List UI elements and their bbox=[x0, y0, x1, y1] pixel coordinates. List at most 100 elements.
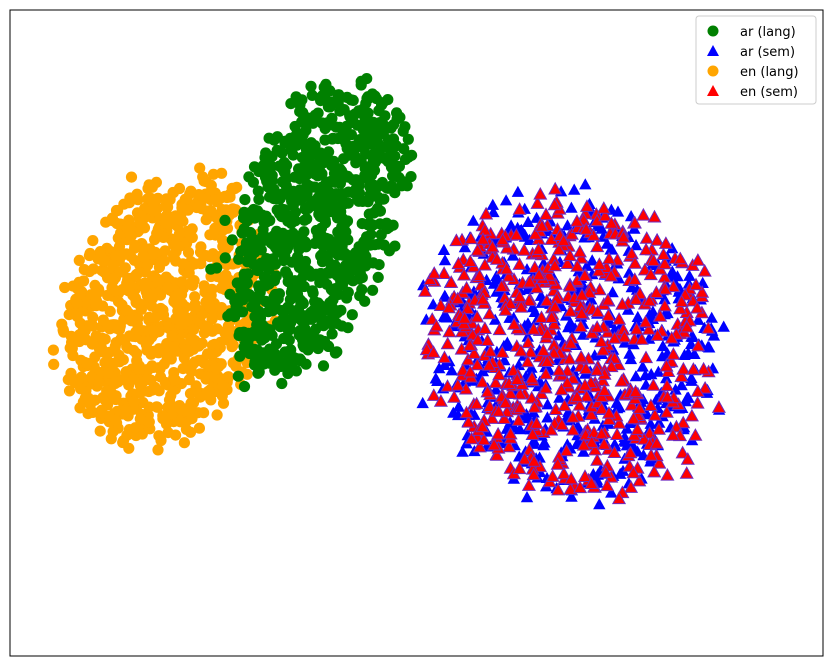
data-point bbox=[601, 412, 617, 425]
data-point bbox=[169, 344, 181, 356]
data-point bbox=[302, 344, 314, 356]
data-point bbox=[656, 350, 669, 362]
data-point bbox=[528, 305, 542, 317]
data-point bbox=[573, 319, 588, 333]
data-point bbox=[161, 353, 173, 365]
data-point bbox=[620, 422, 633, 434]
data-point bbox=[623, 445, 638, 459]
data-point bbox=[512, 202, 527, 215]
data-point bbox=[89, 351, 101, 363]
data-point bbox=[542, 267, 557, 281]
data-point bbox=[491, 404, 506, 417]
data-point bbox=[561, 438, 574, 450]
data-point bbox=[121, 222, 133, 234]
data-point bbox=[296, 334, 309, 346]
data-point bbox=[683, 269, 696, 281]
data-point bbox=[145, 348, 157, 360]
data-point bbox=[269, 364, 281, 376]
data-point bbox=[475, 292, 490, 305]
data-point bbox=[290, 91, 302, 103]
data-point bbox=[456, 445, 469, 457]
data-point bbox=[438, 309, 451, 321]
data-point bbox=[482, 399, 497, 412]
data-point bbox=[509, 227, 524, 241]
data-point bbox=[656, 247, 671, 260]
data-point bbox=[133, 298, 145, 310]
data-point bbox=[548, 181, 563, 195]
data-point bbox=[690, 395, 705, 409]
data-point bbox=[342, 322, 354, 334]
data-point bbox=[153, 385, 165, 397]
data-point bbox=[590, 304, 605, 318]
data-point bbox=[462, 338, 477, 351]
data-point bbox=[345, 129, 357, 141]
data-point bbox=[186, 231, 198, 244]
data-point bbox=[176, 276, 188, 288]
data-point bbox=[442, 324, 457, 338]
data-point bbox=[426, 388, 441, 401]
data-point bbox=[614, 373, 629, 387]
data-point bbox=[485, 239, 500, 253]
data-point bbox=[172, 288, 184, 300]
data-point bbox=[158, 255, 170, 267]
data-point bbox=[576, 437, 591, 451]
legend-item: en (sem) bbox=[707, 85, 798, 100]
data-point bbox=[142, 182, 154, 195]
data-point bbox=[346, 309, 358, 321]
data-point bbox=[600, 292, 616, 306]
data-point bbox=[596, 342, 611, 356]
data-point bbox=[373, 105, 385, 117]
data-point bbox=[309, 195, 321, 207]
data-point bbox=[682, 391, 695, 403]
data-point bbox=[487, 206, 500, 218]
data-point bbox=[525, 427, 540, 440]
data-point bbox=[338, 198, 350, 210]
data-point bbox=[278, 246, 290, 258]
data-point bbox=[353, 195, 365, 207]
data-point bbox=[207, 228, 219, 240]
data-point bbox=[123, 330, 136, 342]
data-point bbox=[604, 268, 619, 282]
data-point bbox=[597, 383, 612, 397]
data-point bbox=[637, 262, 652, 276]
data-point bbox=[186, 413, 198, 425]
data-point bbox=[629, 239, 643, 251]
data-point bbox=[463, 231, 478, 245]
data-point bbox=[241, 368, 253, 380]
data-point bbox=[338, 188, 350, 200]
data-point bbox=[480, 384, 495, 398]
data-point bbox=[306, 89, 318, 101]
data-point bbox=[231, 301, 243, 313]
data-point bbox=[109, 285, 121, 297]
data-point bbox=[637, 431, 652, 445]
data-point bbox=[357, 103, 369, 115]
data-point bbox=[147, 324, 159, 336]
data-point bbox=[546, 345, 561, 359]
data-point bbox=[130, 269, 142, 281]
data-point bbox=[569, 214, 585, 227]
data-point bbox=[624, 246, 639, 260]
data-point bbox=[323, 185, 335, 197]
data-point bbox=[210, 362, 222, 374]
data-point bbox=[653, 416, 666, 428]
data-point bbox=[129, 422, 141, 434]
data-point bbox=[423, 272, 438, 286]
data-point bbox=[256, 209, 268, 221]
data-point bbox=[219, 214, 231, 226]
legend-marker bbox=[707, 45, 719, 56]
data-point bbox=[594, 334, 609, 348]
data-point bbox=[502, 439, 517, 453]
data-point bbox=[584, 476, 599, 489]
data-point bbox=[565, 410, 580, 423]
data-point bbox=[641, 322, 656, 335]
data-point bbox=[624, 397, 639, 411]
data-point bbox=[147, 197, 159, 209]
data-point bbox=[226, 341, 238, 353]
data-point bbox=[191, 201, 203, 214]
data-point bbox=[145, 374, 157, 386]
data-point bbox=[440, 379, 455, 392]
data-point bbox=[610, 427, 625, 440]
data-point bbox=[219, 327, 231, 339]
data-point bbox=[90, 330, 102, 342]
data-point bbox=[200, 214, 212, 226]
